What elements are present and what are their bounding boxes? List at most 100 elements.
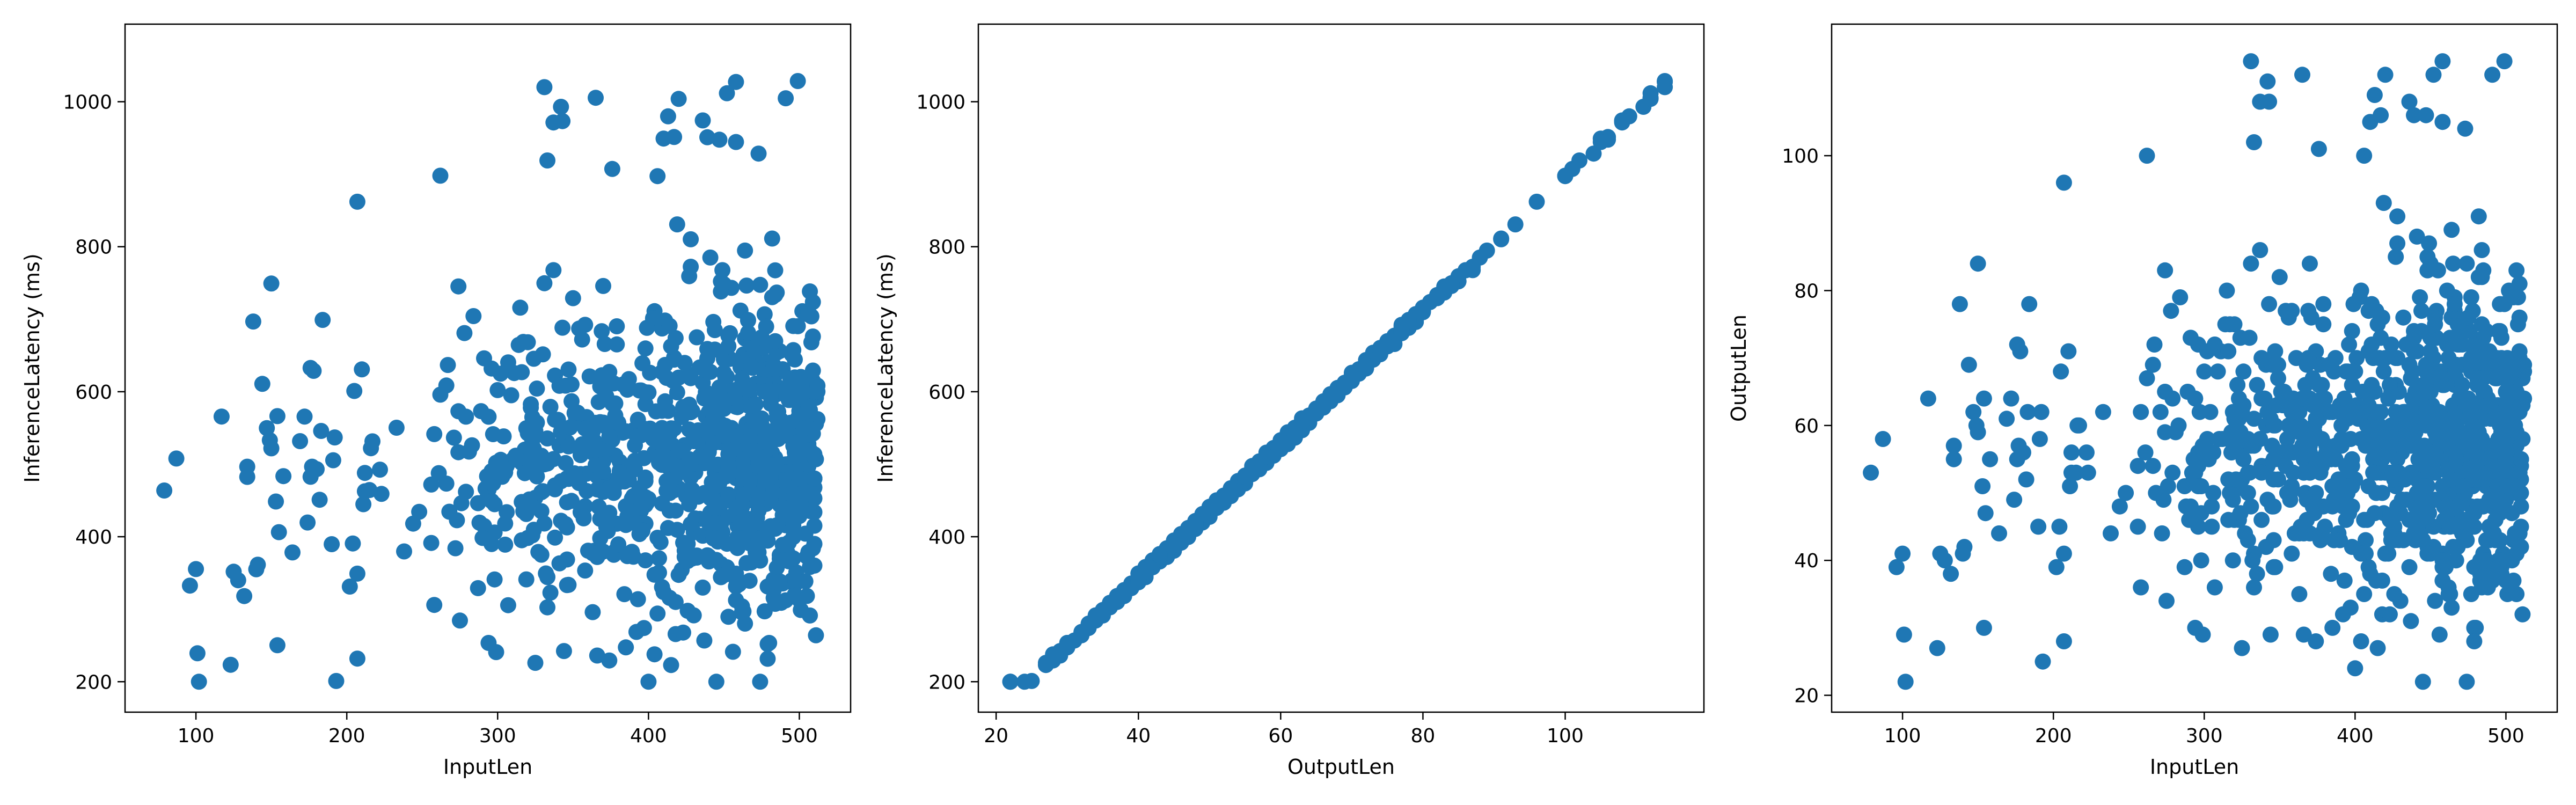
scatter-point [2327,350,2344,367]
x-axis-label: InputLen [443,755,532,779]
scatter-point [2499,478,2516,494]
scatter-point [637,384,654,400]
scatter-point [750,145,767,162]
scatter-point [2273,444,2289,461]
scatter-point [2481,518,2498,535]
scatter-point [2368,303,2384,319]
scatter-point [1002,674,1019,690]
scatter-point [595,277,611,294]
scatter-point [620,371,637,387]
x-tick-label: 100 [1547,725,1584,747]
scatter-point [2265,559,2282,575]
scatter-point [2473,242,2490,258]
scatter-point [2507,282,2523,299]
scatter-point [2068,464,2084,481]
scatter-point [2369,316,2386,333]
scatter-point [326,429,343,446]
scatter-point [633,500,649,516]
scatter-point [1943,566,1959,582]
scatter-point [539,599,555,616]
scatter-point [616,586,633,603]
scatter-point [609,318,625,334]
scatter-point [660,108,676,125]
scatter-point [1528,193,1545,210]
scatter-point [2252,431,2268,447]
scatter-point [637,421,654,437]
scatter-point [2339,478,2356,494]
scatter-point [565,290,581,306]
scatter-point [720,338,737,355]
scatter-point [719,85,735,101]
scatter-point [2055,633,2072,649]
scatter-point [364,433,380,450]
scatter-point [2392,417,2409,434]
scatter-point [663,338,679,355]
scatter-point [2308,633,2324,649]
scatter-point [2496,296,2513,312]
scatter-point [2220,343,2237,360]
scatter-point [2302,255,2318,272]
scatter-point [2060,343,2077,360]
y-tick-label: 200 [75,671,112,693]
scatter-point [2470,269,2487,286]
scatter-point [2422,545,2439,562]
scatter-point [575,509,592,525]
axes-frame [124,23,852,713]
scatter-point [2481,532,2498,548]
scatter-point [438,475,455,492]
scatter-point [1977,505,1994,522]
scatter-point [2445,539,2462,555]
scatter-point [2473,316,2490,333]
y-tick-label: 600 [75,382,112,404]
scatter-point [302,360,319,376]
scatter-point [2409,343,2425,360]
scatter-points [1002,73,1673,690]
scatter-point [1223,482,1239,499]
scatter-point [2246,134,2262,150]
scatter-point [774,472,791,488]
scatter-point [292,433,309,449]
scatter-point [2458,674,2475,690]
scatter-point [2368,572,2384,589]
scatter-point [545,451,562,467]
scatter-point [2365,437,2382,454]
scatter-point [545,114,562,131]
scatter-point [2425,518,2442,535]
scatter-point [2295,525,2312,541]
scatter-point [2133,404,2149,420]
scatter-point [669,216,685,233]
scatter-point [2224,552,2241,569]
scatter-point [683,516,699,532]
scatter-point [2466,404,2483,420]
scatter-point [577,562,594,579]
scatter-point [515,334,532,350]
scatter-point [715,364,732,381]
scatter-point [2508,262,2525,279]
scatter-point [372,462,388,478]
scatter-point [396,543,412,560]
scatter-point [720,486,737,503]
scatter-point [2453,424,2469,441]
scatter-point [690,488,707,505]
scatter-point [2418,107,2434,123]
scatter-point [735,490,752,507]
scatter-point [628,624,645,640]
scatter-point [797,525,814,542]
scatter-point [2413,303,2429,319]
x-axis-label: OutputLen [1287,755,1395,779]
scatter-point [2220,431,2237,447]
scatter-point [2446,363,2463,380]
scatter-point [746,342,763,359]
scatter-point [1166,536,1182,553]
scatter-point [523,399,539,416]
scatter-point [2318,444,2334,461]
scatter-point [411,503,428,520]
scatter-point [2264,356,2280,373]
scatter-point [497,536,514,553]
scatter-point [2158,592,2175,609]
scatter-point [694,579,711,596]
scatter-point [707,322,723,339]
scatter-point [2308,411,2324,427]
scatter-point [611,464,628,481]
scatter-point [2427,424,2443,441]
